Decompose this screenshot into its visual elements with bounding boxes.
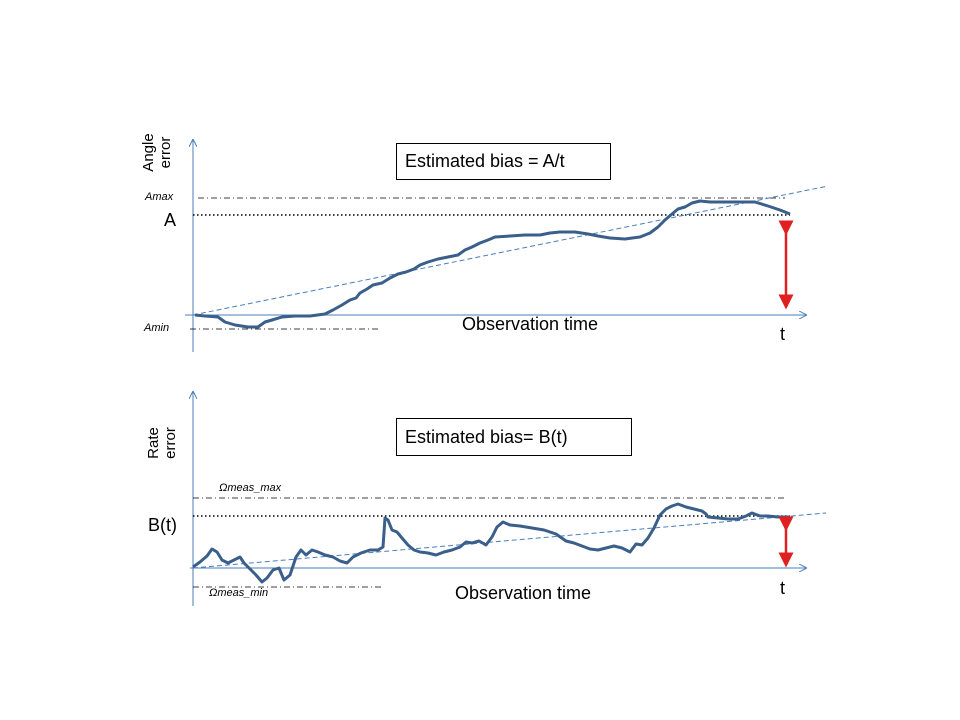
bottom-bias-box: Estimated bias= B(t) (396, 418, 632, 456)
top-bias-box: Estimated bias = A/t (396, 143, 611, 180)
bottom-min-label: Ωmeas_min (209, 587, 269, 599)
bottom-trend-line (192, 512, 827, 569)
top-x-axis-label: Observation time (462, 314, 599, 334)
bottom-panel (190, 392, 827, 606)
top-panel (185, 140, 829, 352)
top-amin-label: Amin (144, 322, 170, 334)
top-t-label: t (780, 324, 786, 344)
top-y-axis-label-line1: Angle (140, 133, 157, 172)
top-y-axis-label: Angle error (140, 125, 174, 180)
bottom-x-axis-label: Observation time (455, 583, 592, 603)
top-amax-label: Amax (145, 191, 174, 203)
top-a-label: A (164, 210, 177, 230)
bottom-y-axis-label-line1: Rate (145, 427, 162, 459)
bottom-signal-curve (192, 502, 790, 584)
top-trend-line (192, 185, 829, 316)
top-y-axis-label-line2: error (157, 136, 174, 169)
bottom-y-axis-label-line2: error (162, 427, 179, 459)
bottom-t-label: t (780, 578, 786, 598)
bottom-y-axis-label: Rate error (145, 419, 179, 467)
bottom-max-label: Ωmeas_max (219, 482, 282, 494)
top-signal-curve (194, 199, 791, 329)
bottom-b-label: B(t) (148, 515, 177, 535)
